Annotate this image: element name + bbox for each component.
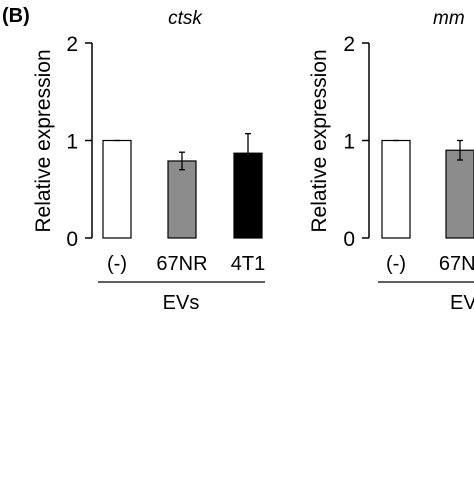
category-label: (-) xyxy=(107,253,127,275)
category-label: 4T1 xyxy=(231,253,265,275)
y-tick-label: 2 xyxy=(343,33,355,56)
y-axis-label: Relative expression xyxy=(32,49,55,232)
category-label: 67NR xyxy=(156,253,207,275)
category-label: (-) xyxy=(386,253,406,275)
y-tick-label: 1 xyxy=(66,131,78,154)
y-tick-label: 1 xyxy=(343,131,355,154)
bar xyxy=(167,160,197,239)
x-axis-label: EV xyxy=(450,292,474,314)
y-tick-label: 0 xyxy=(66,228,78,251)
bar xyxy=(445,149,474,239)
bar xyxy=(102,139,132,239)
y-tick-label: 0 xyxy=(343,228,355,251)
y-axis-label: Relative expression xyxy=(308,49,331,232)
chart-title: mm xyxy=(433,8,465,29)
panel-label: (B) xyxy=(2,5,30,27)
chart-ctsk: ctsk Relative expression EVs 0 1 2 (-) 67NR 4… xyxy=(32,8,265,314)
bar xyxy=(381,139,411,239)
category-label: 67NI xyxy=(439,253,474,275)
chart-title: ctsk xyxy=(168,8,203,29)
y-tick-label: 2 xyxy=(66,33,78,56)
chart-mm: mm Relative expression EV 0 1 2 (-) 67NI xyxy=(308,8,474,314)
x-axis-label: EVs xyxy=(163,292,200,314)
